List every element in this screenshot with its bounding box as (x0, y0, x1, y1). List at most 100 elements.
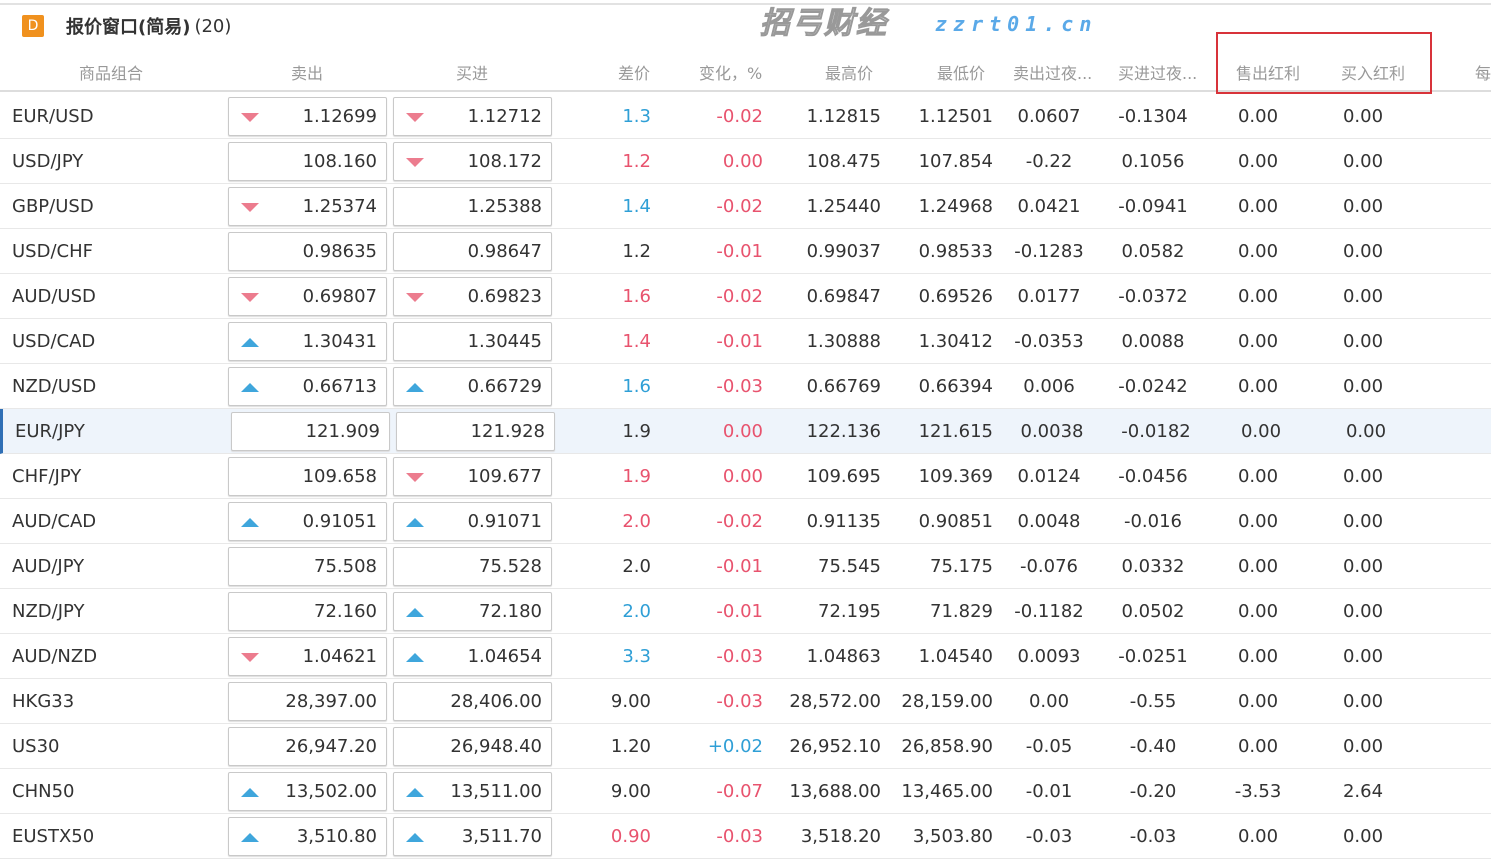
col-symbol[interactable]: 商品组合 (79, 64, 144, 83)
col-buy-dividend[interactable]: 买入红利 (1341, 64, 1406, 83)
col-per[interactable]: 每 (1475, 64, 1491, 83)
table-row[interactable]: NZD/JPY 72.160 72.180 2.0 -0.01 72.195 71.829-… (0, 589, 1491, 634)
sell-price-button[interactable]: 0.69807 (228, 277, 387, 316)
buy-price-button[interactable]: 0.98647 (393, 232, 552, 271)
sell-swap: 0.0607 (1017, 106, 1081, 127)
buy-swap: -0.20 (1129, 781, 1177, 802)
sell-price-button-value: 1.12699 (302, 106, 377, 127)
buy-price-button[interactable]: 75.528 (393, 547, 552, 586)
buy-dividend: 0.00 (1345, 421, 1387, 442)
change-percent: -0.07 (716, 781, 763, 802)
arrow-down-icon (406, 293, 424, 302)
table-row[interactable]: CHF/JPY 109.658 109.677 1.9 0.00 109.695 109.3… (0, 454, 1491, 499)
sell-price-button[interactable]: 0.91051 (228, 502, 387, 541)
table-row[interactable]: US30 26,947.20 26,948.40 1.20 +0.02 26,952.10… (0, 724, 1491, 769)
buy-price-button[interactable]: 28,406.00 (393, 682, 552, 721)
buy-price-button[interactable]: 121.928 (396, 412, 555, 451)
buy-price-button[interactable]: 1.25388 (393, 187, 552, 226)
col-sell[interactable]: 卖出 (291, 64, 324, 83)
buy-price-button[interactable]: 3,511.70 (393, 817, 552, 856)
buy-price-button-value: 13,511.00 (450, 781, 542, 802)
table-row[interactable]: AUD/USD 0.69807 0.69823 1.6 -0.02 0.69847 0.69… (0, 274, 1491, 319)
sell-price-button-value: 0.66713 (302, 376, 377, 397)
buy-price-button[interactable]: 0.69823 (393, 277, 552, 316)
buy-price-button[interactable]: 1.04654 (393, 637, 552, 676)
sell-price-button-value: 75.508 (314, 556, 377, 577)
sell-price-button[interactable]: 108.160 (228, 142, 387, 181)
sell-price-button[interactable]: 1.25374 (228, 187, 387, 226)
high-price: 1.12815 (806, 106, 881, 127)
sell-price-button[interactable]: 26,947.20 (228, 727, 387, 766)
buy-price-button[interactable]: 109.677 (393, 457, 552, 496)
low-price: 109.369 (918, 466, 993, 487)
buy-price-button[interactable]: 108.172 (393, 142, 552, 181)
col-spread[interactable]: 差价 (618, 64, 651, 83)
table-row[interactable]: AUD/CAD 0.91051 0.91071 2.0 -0.02 0.91135 0.90… (0, 499, 1491, 544)
buy-price-button[interactable]: 13,511.00 (393, 772, 552, 811)
arrow-up-icon (241, 383, 259, 392)
sell-price-button[interactable]: 28,397.00 (228, 682, 387, 721)
sell-swap: 0.00 (1028, 691, 1070, 712)
buy-price-button[interactable]: 1.30445 (393, 322, 552, 361)
table-row[interactable]: EUSTX50 3,510.80 3,511.70 0.90 -0.03 3,518.20… (0, 814, 1491, 859)
buy-price-button-value: 0.91071 (467, 511, 542, 532)
table-row[interactable]: AUD/JPY 75.508 75.528 2.0 -0.01 75.545 75.175 -… (0, 544, 1491, 589)
arrow-down-icon (241, 293, 259, 302)
sell-price-button[interactable]: 75.508 (228, 547, 387, 586)
table-row[interactable]: USD/CHF 0.98635 0.98647 1.2 -0.01 0.99037 0.98… (0, 229, 1491, 274)
col-low[interactable]: 最低价 (937, 64, 986, 83)
buy-price-button-value: 108.172 (467, 151, 542, 172)
col-sell-swap[interactable]: 卖出过夜... (1013, 64, 1093, 83)
table-row[interactable]: NZD/USD 0.66713 0.66729 1.6 -0.03 0.66769 0.66… (0, 364, 1491, 409)
buy-dividend: 0.00 (1342, 691, 1384, 712)
buy-swap: -0.55 (1129, 691, 1177, 712)
high-price: 0.69847 (806, 286, 881, 307)
table-row[interactable]: AUD/NZD 1.04621 1.04654 3.3 -0.03 1.04863 1.04… (0, 634, 1491, 679)
spread-value: 1.4 (622, 196, 651, 217)
buy-price-button-value: 109.677 (467, 466, 542, 487)
sell-price-button[interactable]: 0.66713 (228, 367, 387, 406)
table-header: 商品组合 卖出 买进 差价 变化，% 最高价 最低价 卖出过夜... 买进过夜.… (0, 50, 1491, 92)
table-row[interactable]: GBP/USD 1.25374 1.25388 1.4 -0.02 1.25440 1.24… (0, 184, 1491, 229)
buy-swap: -0.40 (1129, 736, 1177, 757)
table-row[interactable]: USD/CAD 1.30431 1.30445 1.4 -0.01 1.30888 1.30… (0, 319, 1491, 364)
buy-price-button[interactable]: 0.91071 (393, 502, 552, 541)
buy-price-button[interactable]: 26,948.40 (393, 727, 552, 766)
buy-swap: 0.0088 (1121, 331, 1185, 352)
sell-dividend: 0.00 (1237, 151, 1279, 172)
symbol-name: NZD/USD (12, 376, 97, 397)
sell-price-button[interactable]: 1.12699 (228, 97, 387, 136)
symbol-name: HKG33 (12, 691, 75, 712)
table-row[interactable]: HKG33 28,397.00 28,406.00 9.00 -0.03 28,572.0… (0, 679, 1491, 724)
sell-price-button[interactable]: 121.909 (231, 412, 390, 451)
col-high[interactable]: 最高价 (825, 64, 874, 83)
sell-dividend: 0.00 (1237, 646, 1279, 667)
buy-dividend: 0.00 (1342, 286, 1384, 307)
sell-swap: -0.03 (1025, 826, 1073, 847)
spread-value: 1.9 (622, 421, 651, 442)
col-buy[interactable]: 买进 (456, 64, 489, 83)
sell-price-button[interactable]: 72.160 (228, 592, 387, 631)
table-row[interactable]: USD/JPY 108.160 108.172 1.2 0.00 108.475 107.8… (0, 139, 1491, 184)
buy-price-button-value: 0.69823 (467, 286, 542, 307)
table-row[interactable]: CHN50 13,502.00 13,511.00 9.00 -0.07 13,688.0… (0, 769, 1491, 814)
col-buy-swap[interactable]: 买进过夜... (1118, 64, 1198, 83)
high-price: 0.91135 (806, 511, 881, 532)
sell-price-button[interactable]: 109.658 (228, 457, 387, 496)
sell-price-button[interactable]: 3,510.80 (228, 817, 387, 856)
buy-price-button[interactable]: 1.12712 (393, 97, 552, 136)
high-price: 1.04863 (806, 646, 881, 667)
sell-price-button[interactable]: 1.30431 (228, 322, 387, 361)
sell-price-button[interactable]: 1.04621 (228, 637, 387, 676)
table-row[interactable]: EUR/USD 1.12699 1.12712 1.3 -0.02 1.12815 1.12… (0, 94, 1491, 139)
sell-price-button[interactable]: 0.98635 (228, 232, 387, 271)
buy-price-button[interactable]: 0.66729 (393, 367, 552, 406)
table-row[interactable]: EUR/JPY 121.909 121.928 1.9 0.00 122.136 121.6… (0, 409, 1491, 454)
col-sell-dividend[interactable]: 售出红利 (1236, 64, 1301, 83)
sell-price-button[interactable]: 13,502.00 (228, 772, 387, 811)
col-change[interactable]: 变化，% (699, 64, 763, 83)
buy-price-button[interactable]: 72.180 (393, 592, 552, 631)
sell-swap: 0.0124 (1017, 466, 1081, 487)
high-price: 26,952.10 (789, 736, 881, 757)
buy-swap: -0.0456 (1118, 466, 1188, 487)
